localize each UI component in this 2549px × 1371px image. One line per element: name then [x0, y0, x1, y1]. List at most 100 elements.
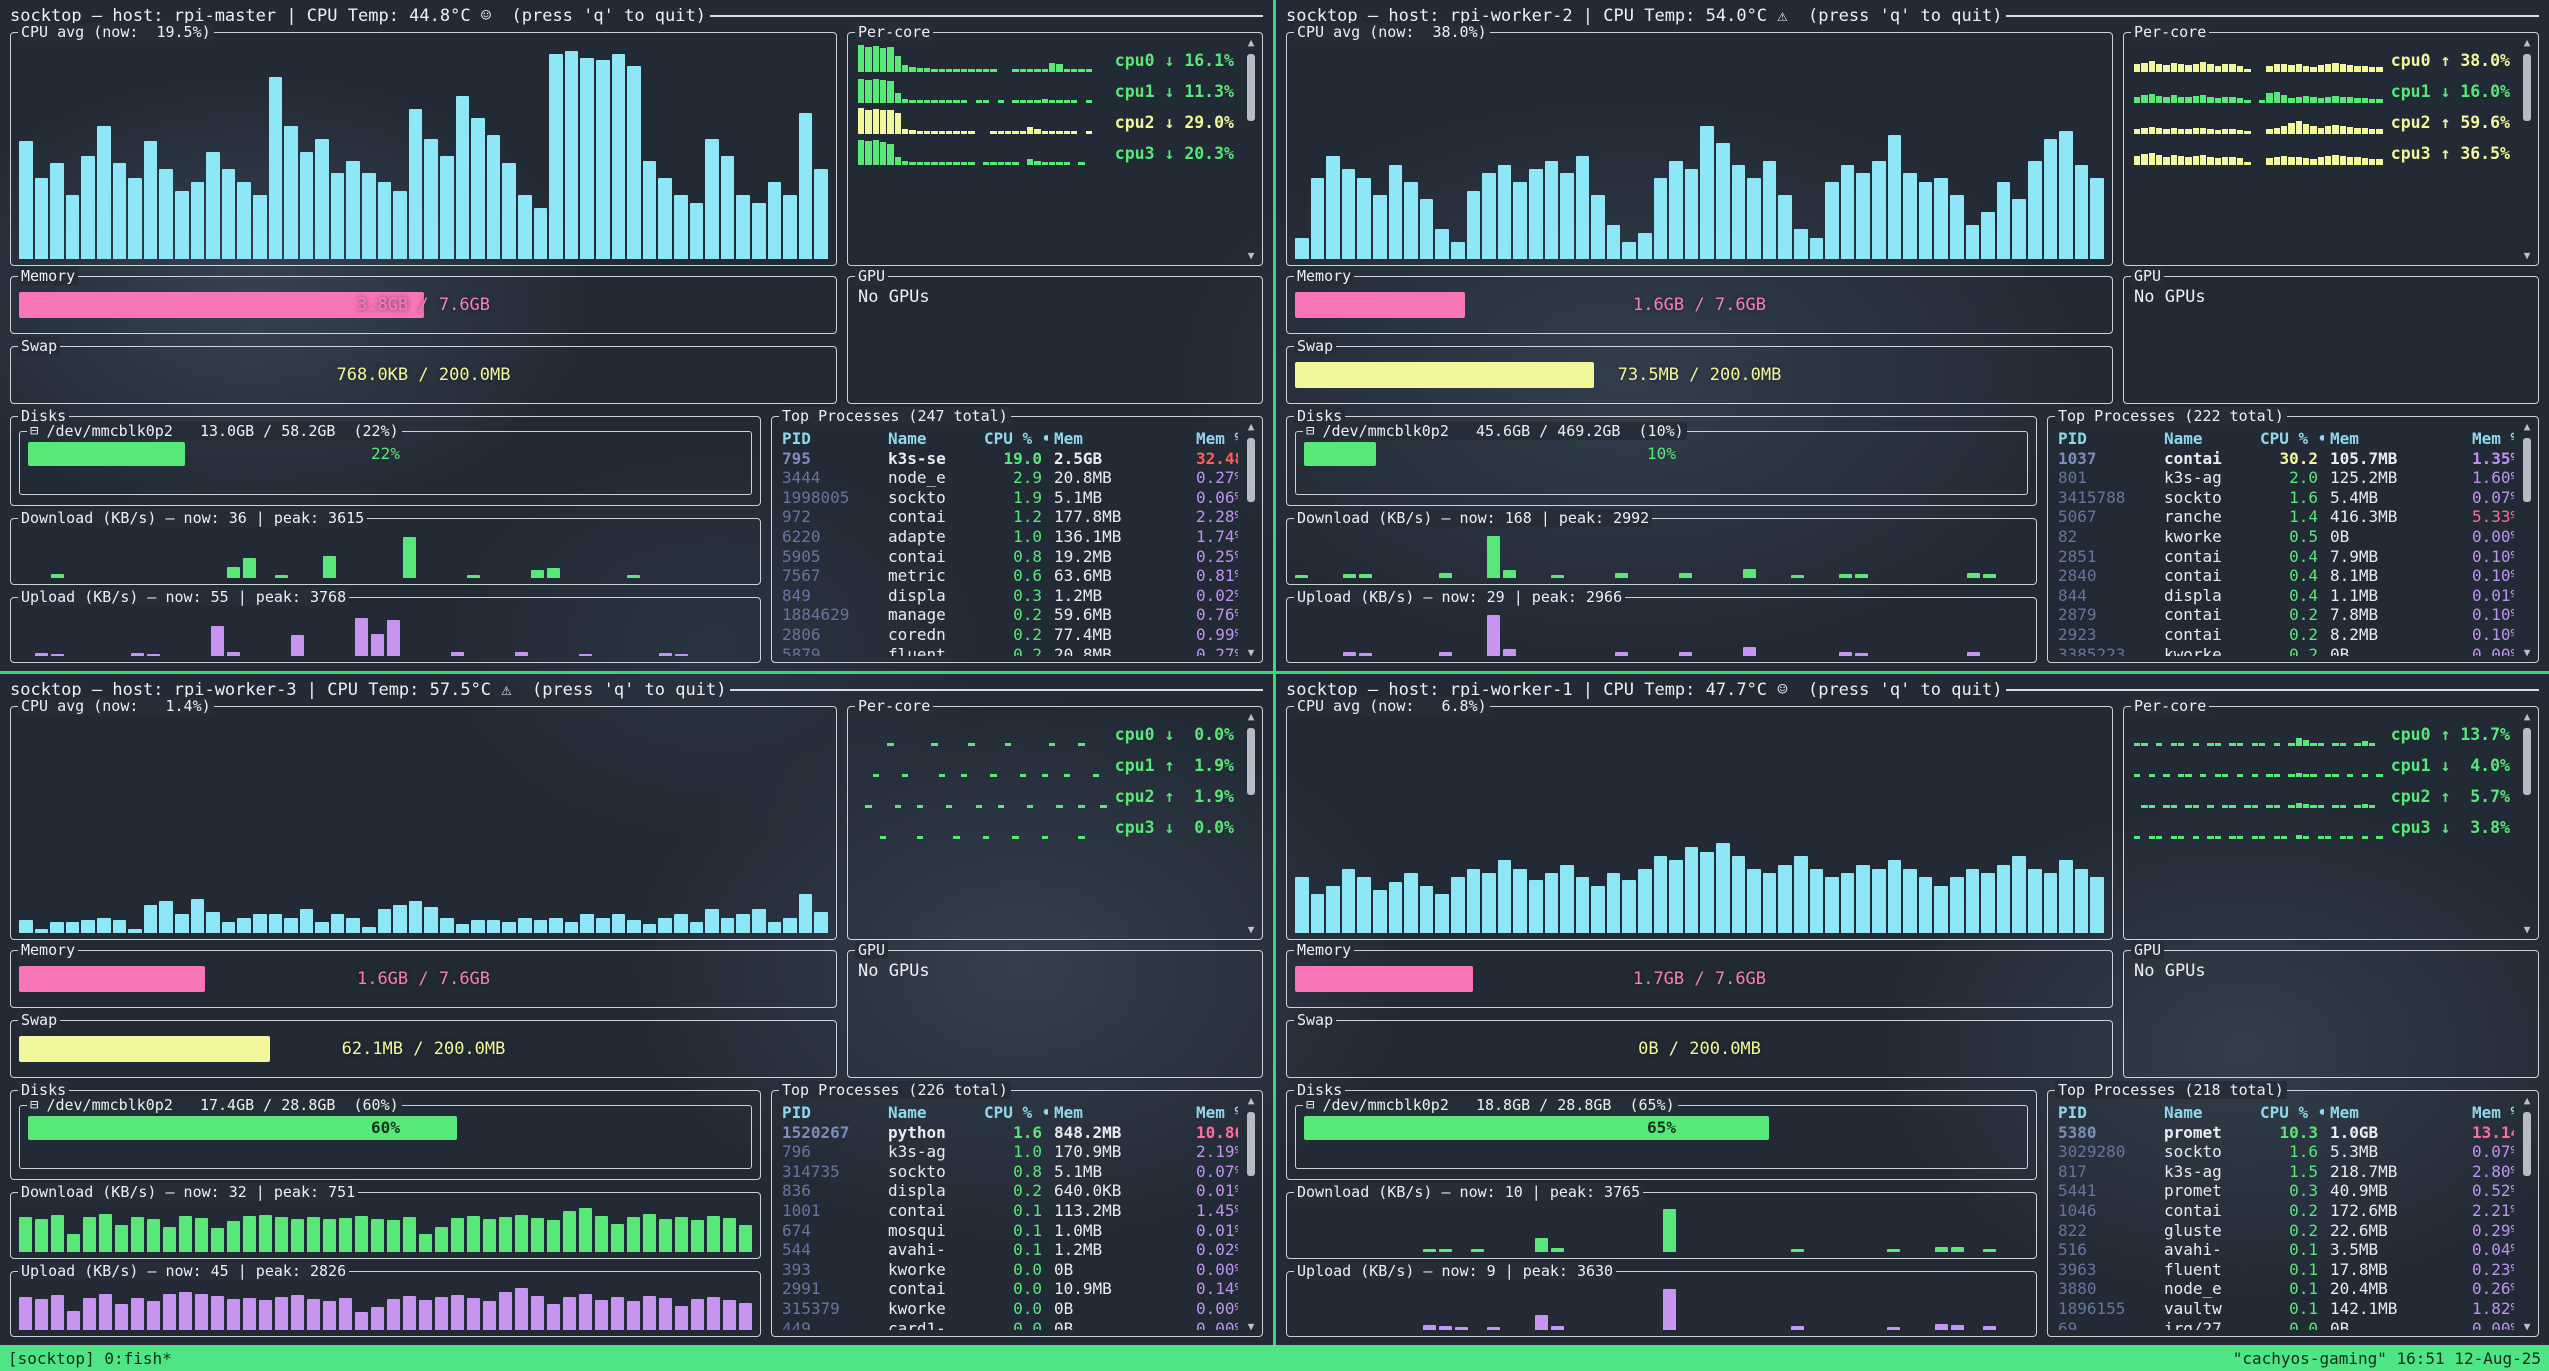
scroll-thumb[interactable] — [2523, 1112, 2531, 1176]
scroll-up-icon[interactable]: ▲ — [2523, 710, 2531, 723]
process-row[interactable]: 5879 fluent 0.2 20.8MB 0.27% — [782, 645, 1238, 656]
pane-divider-vertical[interactable] — [1273, 674, 1276, 1345]
scroll-track[interactable] — [1247, 724, 1255, 922]
process-row[interactable]: 822 gluste 0.2 22.6MB 0.29% — [2058, 1221, 2514, 1241]
scroll-up-icon[interactable]: ▲ — [1247, 36, 1255, 49]
scroll-down-icon[interactable]: ▼ — [2523, 1320, 2531, 1333]
scroll-up-icon[interactable]: ▲ — [2523, 36, 2531, 49]
scroll-thumb[interactable] — [2523, 53, 2531, 122]
process-row[interactable]: 836 displa 0.2 640.0KB 0.01% — [782, 1181, 1238, 1201]
process-row[interactable]: 314735 sockto 0.8 5.1MB 0.07% — [782, 1162, 1238, 1182]
scroll-down-icon[interactable]: ▼ — [1247, 1320, 1255, 1333]
status-session-window[interactable]: [socktop] 0:fish* — [8, 1348, 172, 1368]
process-row[interactable]: 5380 promet 10.3 1.0GB 13.14% — [2058, 1123, 2514, 1143]
scrollbar[interactable]: ▲ ▼ — [1244, 1094, 1258, 1333]
scroll-thumb[interactable] — [1247, 438, 1255, 502]
scroll-track[interactable] — [2523, 724, 2531, 922]
process-row[interactable]: 3880 node_e 0.1 20.4MB 0.26% — [2058, 1279, 2514, 1299]
pane-divider-vertical[interactable] — [1273, 0, 1276, 671]
chart-bar — [371, 633, 384, 656]
process-row[interactable]: 7567 metric 0.6 63.6MB 0.81% — [782, 566, 1238, 586]
process-row[interactable]: 801 k3s-ag 2.0 125.2MB 1.60% — [2058, 468, 2514, 488]
scroll-up-icon[interactable]: ▲ — [1247, 420, 1255, 433]
scroll-thumb[interactable] — [1247, 727, 1255, 796]
process-row[interactable]: 1998005 sockto 1.9 5.1MB 0.06% — [782, 488, 1238, 508]
scroll-up-icon[interactable]: ▲ — [1247, 710, 1255, 723]
scrollbar[interactable]: ▲ ▼ — [1244, 420, 1258, 659]
process-row[interactable]: 6220 adapte 1.0 136.1MB 1.74% — [782, 527, 1238, 547]
process-row[interactable]: 82 kworke 0.5 0B 0.00% — [2058, 527, 2514, 547]
process-row[interactable]: 449 card1- 0.0 0B 0.00% — [782, 1319, 1238, 1330]
scrollbar[interactable]: ▲ ▼ — [1244, 36, 1258, 262]
scroll-down-icon[interactable]: ▼ — [1247, 646, 1255, 659]
process-row[interactable]: 795 k3s-se 19.0 2.5GB 32.48% — [782, 449, 1238, 469]
scroll-down-icon[interactable]: ▼ — [2523, 249, 2531, 262]
process-row[interactable]: 849 displa 0.3 1.2MB 0.02% — [782, 586, 1238, 606]
process-row[interactable]: 1037 contai 30.2 105.7MB 1.35% — [2058, 449, 2514, 469]
scroll-track[interactable] — [1247, 50, 1255, 248]
process-row[interactable]: 674 mosqui 0.1 1.0MB 0.01% — [782, 1221, 1238, 1241]
process-row[interactable]: 2923 contai 0.2 8.2MB 0.10% — [2058, 625, 2514, 645]
scroll-up-icon[interactable]: ▲ — [2523, 1094, 2531, 1107]
scroll-down-icon[interactable]: ▼ — [2523, 646, 2531, 659]
process-row[interactable]: 1520267 python 1.6 848.2MB 10.86% — [782, 1123, 1238, 1143]
pane-divider-horizontal[interactable] — [0, 671, 2549, 674]
scroll-down-icon[interactable]: ▼ — [1247, 923, 1255, 936]
process-row[interactable]: 3385223 kworke 0.2 0B 0.00% — [2058, 645, 2514, 656]
process-row[interactable]: 516 avahi- 0.1 3.5MB 0.04% — [2058, 1240, 2514, 1260]
scrollbar[interactable]: ▲ ▼ — [2520, 36, 2534, 262]
scrollbar[interactable]: ▲ ▼ — [2520, 420, 2534, 659]
process-row[interactable]: 1046 contai 0.2 172.6MB 2.21% — [2058, 1201, 2514, 1221]
process-row[interactable]: 69 irq/27 0.0 0B 0.00% — [2058, 1319, 2514, 1330]
process-row[interactable]: 1884629 manage 0.2 59.6MB 0.76% — [782, 605, 1238, 625]
scroll-track[interactable] — [2523, 50, 2531, 248]
scroll-up-icon[interactable]: ▲ — [1247, 1094, 1255, 1107]
scroll-up-icon[interactable]: ▲ — [2523, 420, 2531, 433]
scrollbar[interactable]: ▲ ▼ — [1244, 710, 1258, 936]
process-row[interactable]: 2991 contai 0.0 10.9MB 0.14% — [782, 1279, 1238, 1299]
process-row[interactable]: 3029280 sockto 1.6 5.3MB 0.07% — [2058, 1142, 2514, 1162]
scroll-track[interactable] — [2523, 434, 2531, 645]
process-row[interactable]: 817 k3s-ag 1.5 218.7MB 2.80% — [2058, 1162, 2514, 1182]
process-row[interactable]: 3963 fluent 0.1 17.8MB 0.23% — [2058, 1260, 2514, 1280]
process-row[interactable]: 5905 contai 0.8 19.2MB 0.25% — [782, 547, 1238, 567]
scroll-thumb[interactable] — [1247, 53, 1255, 122]
process-row[interactable]: 3415788 sockto 1.6 5.4MB 0.07% — [2058, 488, 2514, 508]
process-row[interactable]: 544 avahi- 0.1 1.2MB 0.02% — [782, 1240, 1238, 1260]
top-processes-label: Top Processes (247 total) — [779, 407, 1011, 425]
scroll-track[interactable] — [2523, 1108, 2531, 1319]
process-row[interactable]: 2851 contai 0.4 7.9MB 0.10% — [2058, 547, 2514, 567]
process-row[interactable]: 3444 node_e 2.9 20.8MB 0.27% — [782, 468, 1238, 488]
process-row[interactable]: 844 displa 0.4 1.1MB 0.01% — [2058, 586, 2514, 606]
scroll-down-icon[interactable]: ▼ — [2523, 923, 2531, 936]
table-cell: 0.00% — [1196, 1318, 1238, 1330]
spark-bar — [2361, 128, 2368, 134]
scroll-track[interactable] — [1247, 1108, 1255, 1319]
pane-rpi-master[interactable]: socktop — host: rpi-master | CPU Temp: 4… — [0, 0, 1273, 671]
scroll-track[interactable] — [1247, 434, 1255, 645]
pane-rpi-worker-1[interactable]: socktop — host: rpi-worker-1 | CPU Temp:… — [1276, 674, 2549, 1345]
scrollbar[interactable]: ▲ ▼ — [2520, 710, 2534, 936]
process-row[interactable]: 5441 promet 0.3 40.9MB 0.52% — [2058, 1181, 2514, 1201]
process-row[interactable]: 5067 ranche 1.4 416.3MB 5.33% — [2058, 507, 2514, 527]
table-cell: 0.8 — [1013, 546, 1042, 566]
process-row[interactable]: 393 kworke 0.0 0B 0.00% — [782, 1260, 1238, 1280]
spark-bar — [938, 131, 946, 134]
process-row[interactable]: 796 k3s-ag 1.0 170.9MB 2.19% — [782, 1142, 1238, 1162]
scroll-thumb[interactable] — [2523, 438, 2531, 502]
process-row[interactable]: 1001 contai 0.1 113.2MB 1.45% — [782, 1201, 1238, 1221]
title-rule — [730, 689, 1263, 691]
process-row[interactable]: 972 contai 1.2 177.8MB 2.28% — [782, 507, 1238, 527]
scrollbar[interactable]: ▲ ▼ — [2520, 1094, 2534, 1333]
scroll-thumb[interactable] — [1247, 1112, 1255, 1176]
scroll-down-icon[interactable]: ▼ — [1247, 249, 1255, 262]
process-row[interactable]: 2840 contai 0.4 8.1MB 0.10% — [2058, 566, 2514, 586]
process-row[interactable]: 315379 kworke 0.0 0B 0.00% — [782, 1299, 1238, 1319]
scroll-thumb[interactable] — [2523, 727, 2531, 796]
table-cell: 0.2 — [2289, 1220, 2318, 1240]
process-row[interactable]: 2806 coredn 0.2 77.4MB 0.99% — [782, 625, 1238, 645]
process-row[interactable]: 2879 contai 0.2 7.8MB 0.10% — [2058, 605, 2514, 625]
process-row[interactable]: 1896155 vaultw 0.1 142.1MB 1.82% — [2058, 1299, 2514, 1319]
pane-rpi-worker-3[interactable]: socktop — host: rpi-worker-3 | CPU Temp:… — [0, 674, 1273, 1345]
pane-rpi-worker-2[interactable]: socktop — host: rpi-worker-2 | CPU Temp:… — [1276, 0, 2549, 671]
